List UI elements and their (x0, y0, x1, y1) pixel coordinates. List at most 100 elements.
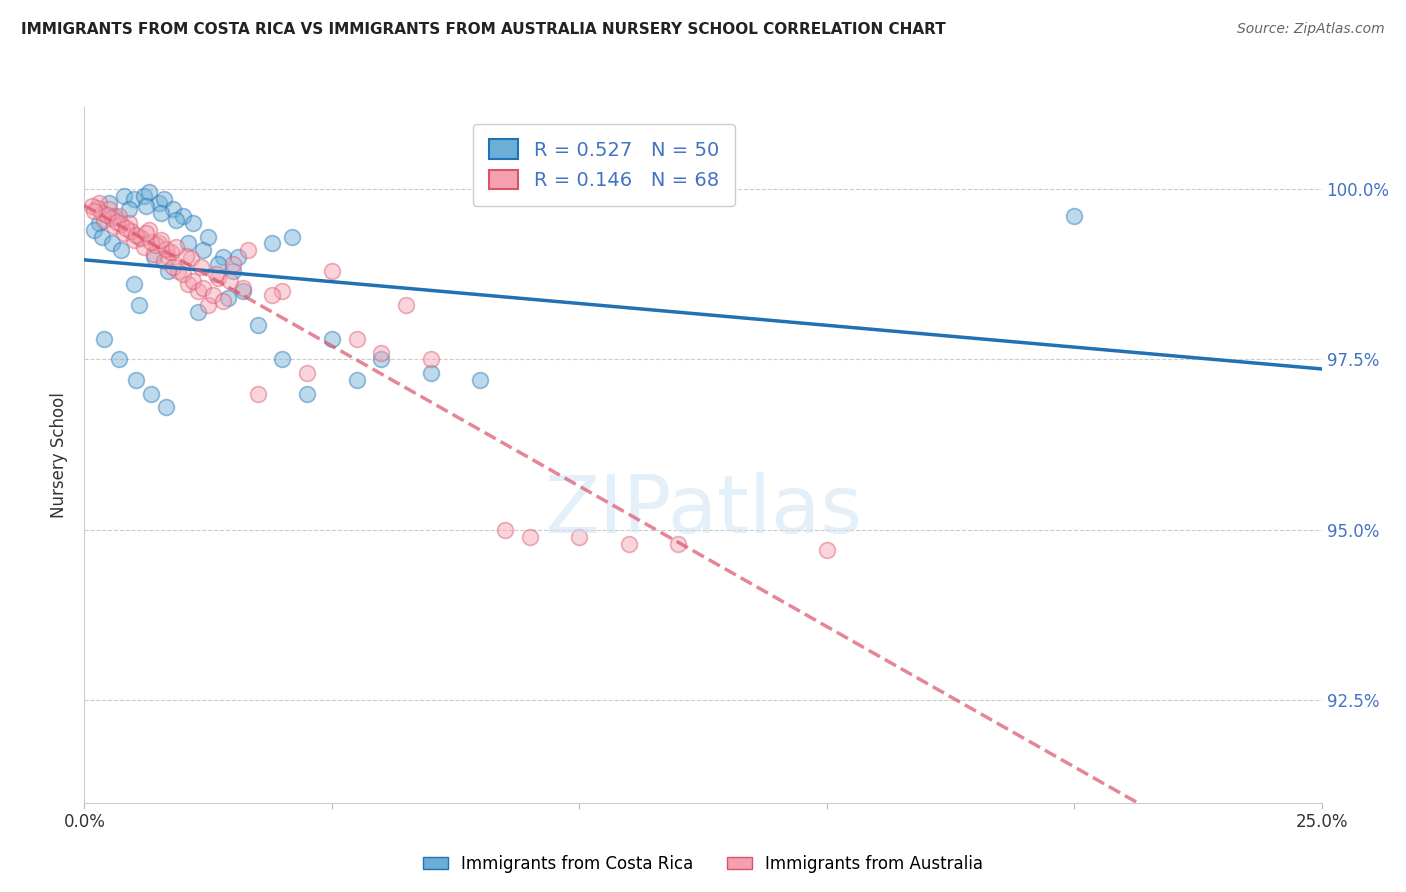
Point (103, 209, 125, 223)
Point (157, 264, 180, 278)
Point (666, 536, 689, 550)
Point (155, 400, 177, 414)
Point (181, 274, 204, 288)
Point (160, 244, 183, 259)
Point (150, 206, 173, 220)
Point (181, 216, 204, 230)
Point (187, 284, 209, 298)
Point (281, 229, 304, 244)
Point (187, 304, 209, 318)
Point (132, 188, 155, 202)
Point (212, 294, 235, 309)
Point (80, 199, 103, 213)
Point (370, 345, 392, 359)
Point (155, 242, 177, 256)
Point (141, 235, 163, 249)
Point (191, 281, 214, 295)
Point (105, 214, 128, 228)
Y-axis label: Nursery School: Nursery School (51, 392, 69, 518)
Point (120, 224, 142, 238)
Point (122, 192, 145, 206)
Point (232, 281, 254, 295)
Point (90, 229, 112, 244)
Point (83, 223, 105, 237)
Point (98, 202, 121, 217)
Point (207, 257, 229, 271)
Point (132, 240, 155, 254)
Point (262, 287, 284, 301)
Point (125, 228, 148, 243)
Point (89, 216, 111, 230)
Point (321, 332, 343, 346)
Point (246, 318, 269, 333)
Point (212, 250, 235, 264)
Point (295, 386, 318, 401)
Point (96, 208, 118, 222)
Point (145, 237, 167, 252)
Point (162, 260, 184, 275)
Point (150, 233, 173, 247)
Point (370, 352, 392, 367)
Point (86, 201, 108, 215)
Point (103, 219, 125, 234)
Point (172, 267, 194, 281)
Point (815, 543, 838, 558)
Point (138, 223, 160, 237)
Point (142, 246, 165, 260)
Point (112, 226, 135, 240)
Point (167, 264, 190, 278)
Legend: Immigrants from Costa Rica, Immigrants from Australia: Immigrants from Costa Rica, Immigrants f… (416, 848, 990, 880)
Point (108, 352, 131, 367)
Point (617, 536, 640, 550)
Point (125, 373, 148, 387)
Point (138, 186, 160, 200)
Point (112, 188, 135, 202)
Point (232, 284, 254, 298)
Point (172, 209, 194, 223)
Point (122, 233, 145, 247)
Point (93, 212, 115, 227)
Point (100, 236, 122, 251)
Point (204, 267, 226, 281)
Point (90, 206, 112, 220)
Point (395, 298, 418, 312)
Point (217, 291, 239, 305)
Point (152, 253, 174, 268)
Point (83, 203, 105, 218)
Point (202, 287, 225, 301)
Point (152, 192, 174, 206)
Point (128, 298, 150, 312)
Point (295, 366, 318, 380)
Point (93, 332, 115, 346)
Point (115, 221, 138, 235)
Point (165, 240, 187, 254)
Point (494, 523, 516, 537)
Point (419, 366, 441, 380)
Point (197, 298, 219, 312)
Point (346, 373, 368, 387)
Point (419, 352, 441, 367)
Point (1063, 209, 1085, 223)
Text: Source: ZipAtlas.com: Source: ZipAtlas.com (1237, 22, 1385, 37)
Point (135, 226, 157, 240)
Point (321, 264, 343, 278)
Legend: R = 0.527   N = 50, R = 0.146   N = 68: R = 0.527 N = 50, R = 0.146 N = 68 (474, 124, 734, 206)
Point (174, 249, 197, 263)
Point (190, 260, 212, 275)
Point (122, 277, 145, 292)
Point (271, 352, 294, 367)
Point (142, 250, 165, 264)
Point (98, 195, 121, 210)
Point (135, 199, 157, 213)
Point (177, 236, 200, 251)
Point (108, 209, 131, 223)
Point (222, 257, 245, 271)
Point (207, 270, 229, 285)
Point (262, 236, 284, 251)
Point (148, 236, 170, 251)
Text: ZIPatlas: ZIPatlas (544, 472, 862, 549)
Point (118, 202, 141, 217)
Point (271, 284, 294, 298)
Point (226, 250, 249, 264)
Point (222, 264, 245, 278)
